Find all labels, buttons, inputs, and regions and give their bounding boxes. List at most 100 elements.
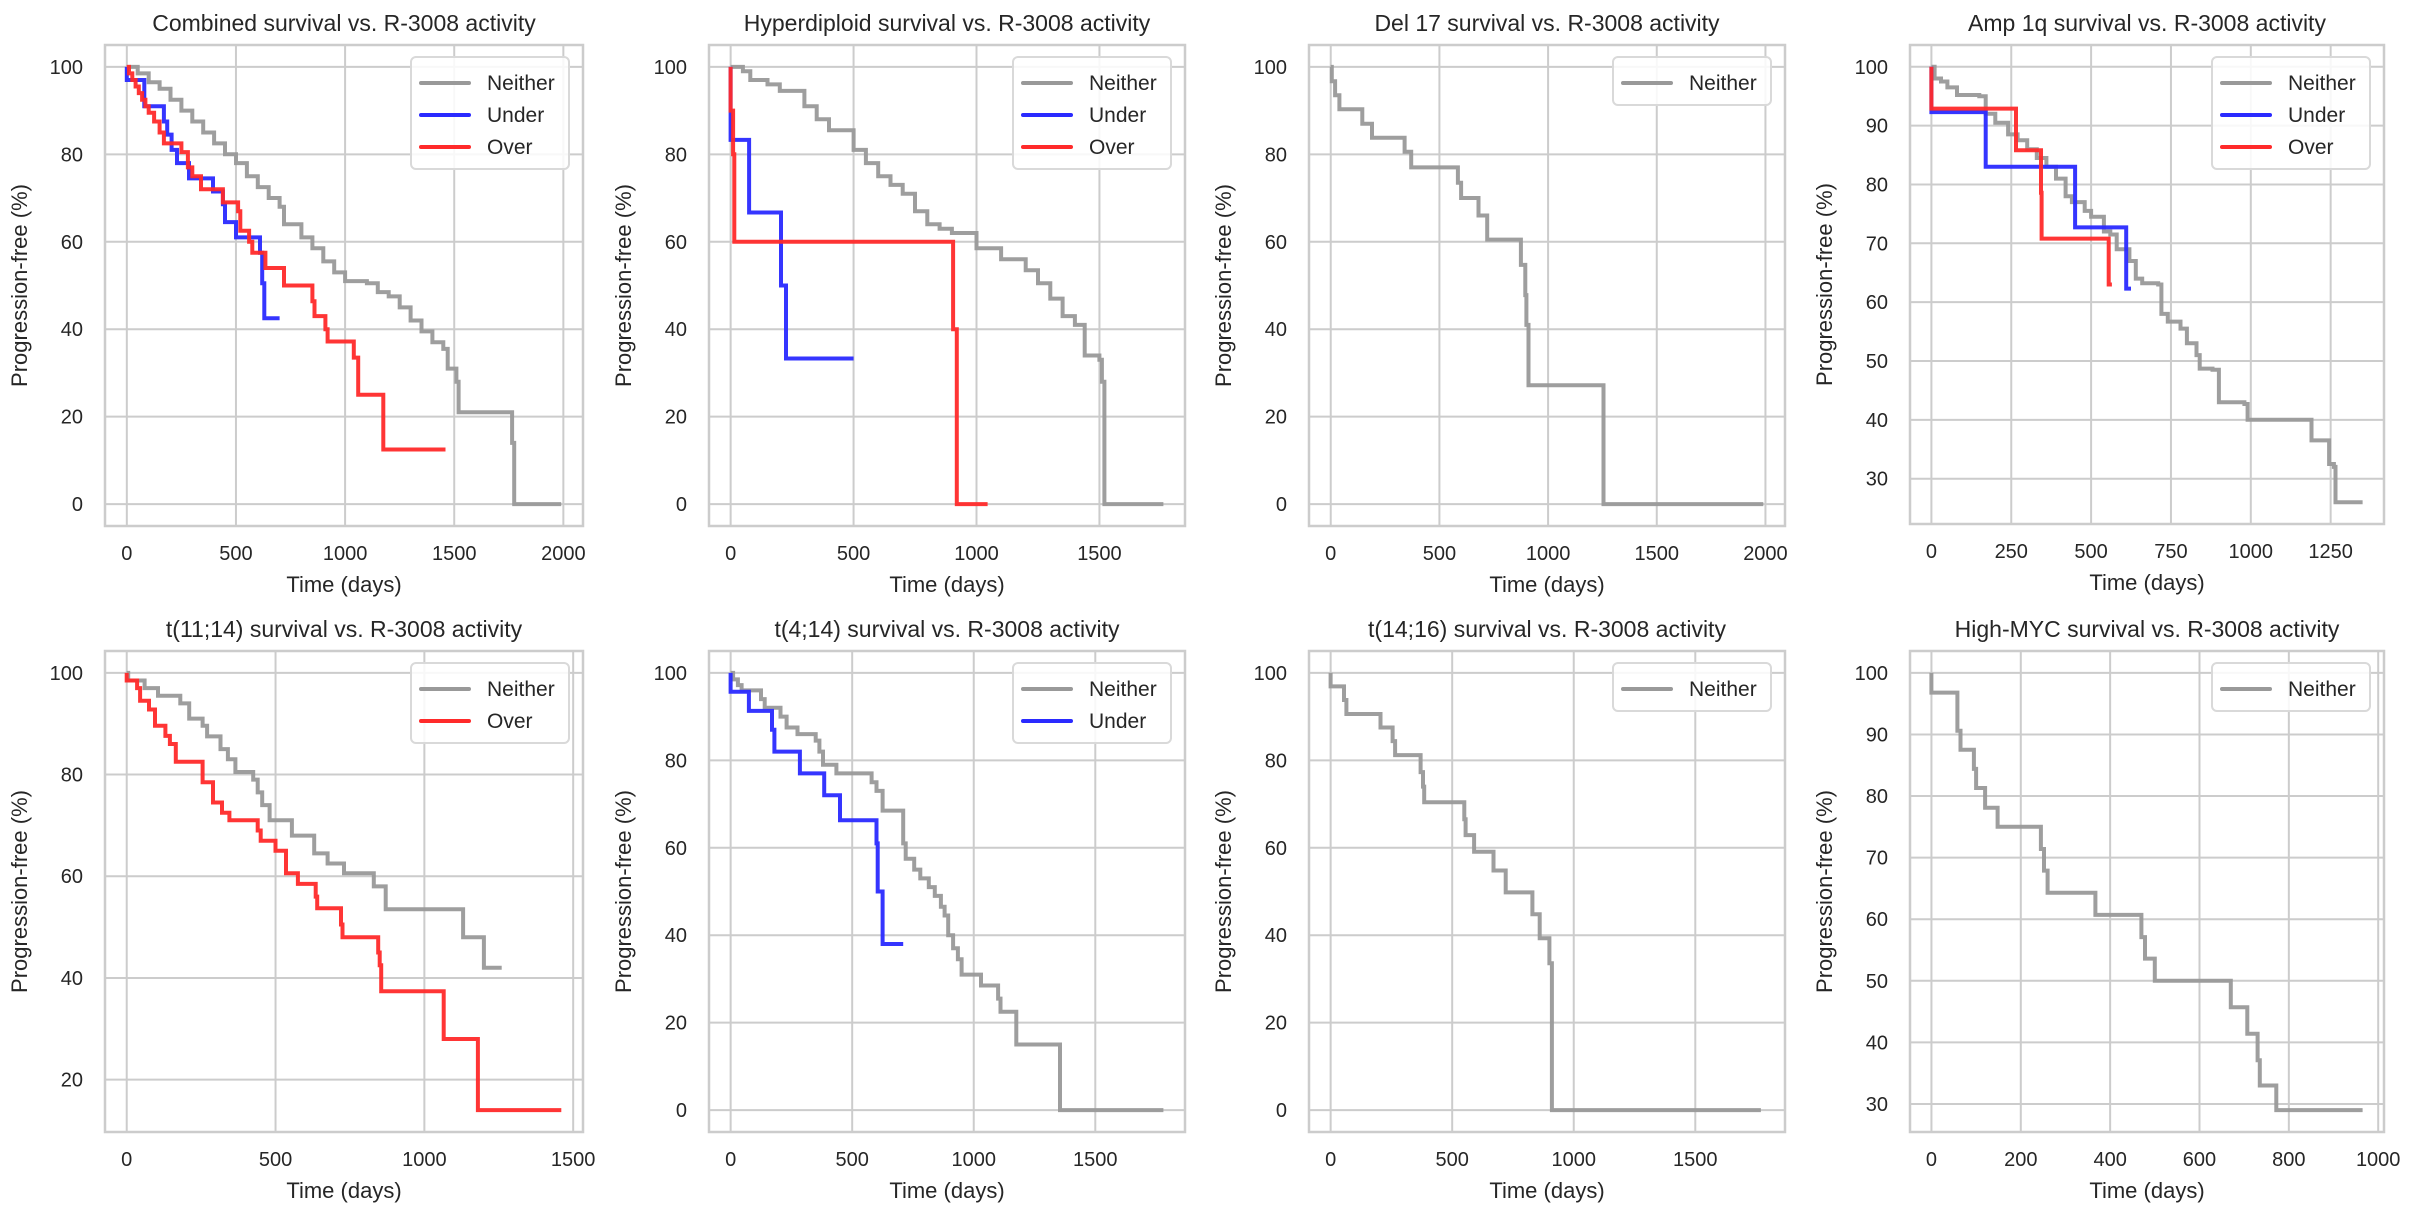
x-tick-label: 800	[2272, 1149, 2305, 1171]
legend-label-neither: Neither	[1089, 72, 1157, 95]
y-tick-label: 100	[654, 663, 687, 685]
x-tick-label: 2000	[541, 543, 586, 565]
y-tick-label: 80	[61, 765, 83, 787]
y-tick-label: 20	[665, 1013, 687, 1035]
y-tick-label: 80	[61, 144, 83, 166]
legend-label-over: Over	[487, 710, 533, 733]
chart-panel-3: 0 500 1000 1500 2000 0 20 40 60 80 100 Del 17 survi…	[1211, 10, 1788, 597]
y-tick-label: 20	[61, 1070, 83, 1092]
x-tick-label: 250	[1995, 541, 2028, 563]
x-tick-label: 200	[2004, 1149, 2037, 1171]
x-tick-label: 1000	[951, 1149, 996, 1171]
x-tick-label: 750	[2154, 541, 2187, 563]
y-tick-label: 20	[1265, 1013, 1287, 1035]
y-tick-label: 80	[1866, 786, 1888, 808]
x-axis-label: Time (days)	[1489, 572, 1604, 597]
series-line-neither	[1328, 672, 1761, 1113]
series-line-under	[728, 66, 854, 361]
x-axis-label: Time (days)	[286, 1178, 401, 1203]
series-line-over	[126, 64, 446, 452]
legend-label-over: Over	[1089, 136, 1135, 159]
legend: Neither	[1612, 662, 1772, 712]
x-tick-label: 0	[1325, 543, 1336, 565]
x-axis-label: Time (days)	[2089, 1178, 2204, 1203]
chart-title: t(11;14) survival vs. R-3008 activity	[166, 616, 523, 642]
x-tick-label: 1000	[323, 543, 368, 565]
series-line-neither	[730, 64, 1164, 507]
axes-frame	[1307, 649, 1787, 1134]
plot-area	[1309, 651, 1785, 1132]
y-tick-label: 100	[654, 57, 687, 79]
legend-label-over: Over	[487, 136, 533, 159]
y-tick-label: 80	[1866, 174, 1888, 196]
legend-box	[1612, 662, 1772, 712]
y-tick-label: 0	[676, 494, 687, 516]
legend-label-under: Under	[1089, 710, 1146, 733]
x-axis-label: Time (days)	[1489, 1178, 1604, 1203]
y-tick-label: 100	[1254, 663, 1287, 685]
y-tick-label: 50	[1866, 351, 1888, 373]
x-tick-label: 500	[2074, 541, 2107, 563]
x-axis-label: Time (days)	[2089, 570, 2204, 595]
chart-panel-1: 0 500 1000 1500 2000 0 20 40 60 80 100 Combined sur…	[7, 10, 586, 597]
series-line-under	[728, 672, 904, 946]
y-tick-label: 50	[1866, 971, 1888, 993]
legend-label-under: Under	[1089, 104, 1146, 127]
y-tick-label: 0	[676, 1100, 687, 1122]
x-tick-label: 0	[1926, 1149, 1937, 1171]
legend: Neither Under	[1012, 662, 1172, 744]
x-tick-label: 500	[1436, 1149, 1469, 1171]
y-tick-label: 60	[61, 866, 83, 888]
y-tick-label: 60	[61, 232, 83, 254]
legend-label-neither: Neither	[2288, 72, 2356, 95]
chart-panel-7: 0 500 1000 1500 0 20 40 60 80 100 t(14;16) surviva…	[1211, 616, 1787, 1203]
chart-panel-8: 0 200 400 600 800 1000 30 40 50 60 70 80 90 100 High-M…	[1812, 616, 2400, 1203]
x-tick-label: 500	[837, 543, 870, 565]
x-tick-label: 1500	[1077, 543, 1122, 565]
x-tick-label: 1500	[1635, 543, 1680, 565]
series-line-neither	[126, 670, 502, 970]
series-line-under	[1929, 66, 2131, 291]
plot-area	[1910, 651, 2384, 1132]
y-tick-label: 30	[1866, 1094, 1888, 1116]
chart-title: t(14;16) survival vs. R-3008 activity	[1368, 616, 1726, 642]
y-axis-label: Progression-free (%)	[1812, 790, 1837, 993]
y-tick-label: 60	[1265, 838, 1287, 860]
legend-label-neither: Neither	[1689, 72, 1757, 95]
y-axis-label: Progression-free (%)	[1211, 184, 1236, 387]
y-axis-label: Progression-free (%)	[611, 790, 636, 993]
y-tick-label: 60	[665, 232, 687, 254]
legend-label-neither: Neither	[1089, 678, 1157, 701]
y-tick-label: 20	[665, 407, 687, 429]
x-tick-label: 1000	[2356, 1149, 2401, 1171]
axes-frame	[707, 43, 1187, 528]
x-tick-label: 1250	[2308, 541, 2353, 563]
chart-title: t(4;14) survival vs. R-3008 activity	[774, 616, 1120, 642]
x-tick-label: 1000	[1526, 543, 1571, 565]
x-tick-label: 0	[1325, 1149, 1336, 1171]
y-tick-label: 40	[665, 319, 687, 341]
plot-area	[1309, 45, 1785, 526]
legend-label-over: Over	[2288, 136, 2334, 159]
legend: Neither	[2211, 662, 2371, 712]
y-tick-label: 80	[1265, 750, 1287, 772]
series-line-neither	[1929, 672, 2363, 1113]
x-axis-label: Time (days)	[889, 572, 1004, 597]
y-axis-label: Progression-free (%)	[611, 184, 636, 387]
chart-title: Combined survival vs. R-3008 activity	[152, 10, 536, 36]
x-tick-label: 1000	[2229, 541, 2274, 563]
legend-label-neither: Neither	[487, 678, 555, 701]
y-tick-label: 70	[1866, 848, 1888, 870]
axes-frame	[103, 649, 585, 1134]
x-axis-label: Time (days)	[286, 572, 401, 597]
legend: Neither Over	[410, 662, 570, 744]
x-tick-label: 1500	[1673, 1149, 1718, 1171]
x-tick-label: 1000	[402, 1149, 447, 1171]
y-tick-label: 40	[61, 319, 83, 341]
x-tick-label: 0	[121, 1149, 132, 1171]
x-tick-label: 500	[836, 1149, 869, 1171]
axes-frame	[1908, 649, 2386, 1134]
y-tick-label: 0	[72, 494, 83, 516]
legend-label-neither: Neither	[487, 72, 555, 95]
